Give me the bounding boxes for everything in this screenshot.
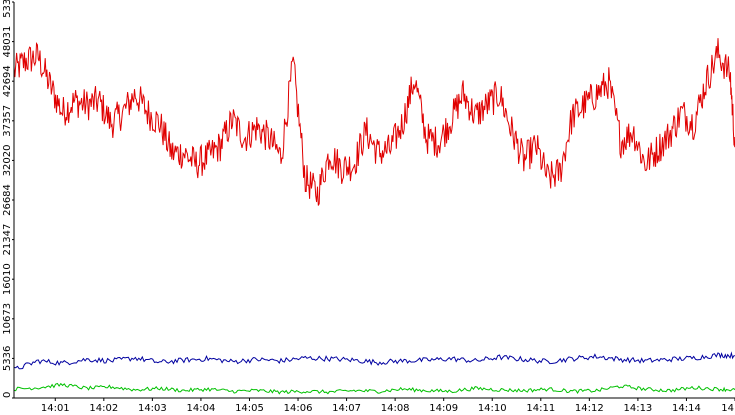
- x-tick-label: 14:11: [526, 403, 555, 414]
- y-tick-label: 42694: [2, 65, 13, 97]
- y-tick-label: 0: [2, 392, 13, 398]
- x-tick-label: 14:02: [89, 403, 118, 414]
- x-tick-label: 14:06: [284, 403, 313, 414]
- series-line-2: [13, 351, 735, 370]
- y-tick-label: 37357: [2, 105, 13, 137]
- x-tick-label: 14:10: [478, 403, 507, 414]
- y-tick-label: 16010: [2, 263, 13, 295]
- y-tick-label: 32020: [2, 144, 13, 176]
- y-tick-label: 26684: [2, 184, 13, 216]
- x-tick-label: 14:09: [429, 403, 458, 414]
- y-tick-label: 5336: [2, 346, 13, 371]
- x-tick-label: 14:12: [575, 403, 604, 414]
- x-tick-label: 14:13: [623, 403, 652, 414]
- y-axis-ticks: 0 5336 10673 16010 21347 26684 32020 37357 42694…: [2, 0, 14, 399]
- x-tick-label: 14:07: [332, 403, 361, 414]
- y-tick-label: 10673: [2, 303, 13, 335]
- x-tick-label: 14:05: [235, 403, 264, 414]
- x-tick-label: 14: [721, 403, 734, 414]
- series-line-3: [13, 382, 735, 395]
- plot-lines: [13, 38, 735, 395]
- x-axis-ticks: 14:01 14:02 14:03 14:04 14:05 14:06 14:07 14:08…: [41, 398, 735, 414]
- x-tick-label: 14:04: [187, 403, 216, 414]
- x-tick-label: 14:14: [672, 403, 701, 414]
- x-tick-label: 14:03: [138, 403, 167, 414]
- x-tick-label: 14:01: [41, 403, 70, 414]
- series-line-1: [13, 38, 735, 206]
- x-tick-label: 14:08: [381, 403, 410, 414]
- y-tick-label: 48031: [2, 26, 13, 58]
- y-tick-label: 21347: [2, 224, 13, 256]
- y-tick-label: 53368: [2, 0, 13, 18]
